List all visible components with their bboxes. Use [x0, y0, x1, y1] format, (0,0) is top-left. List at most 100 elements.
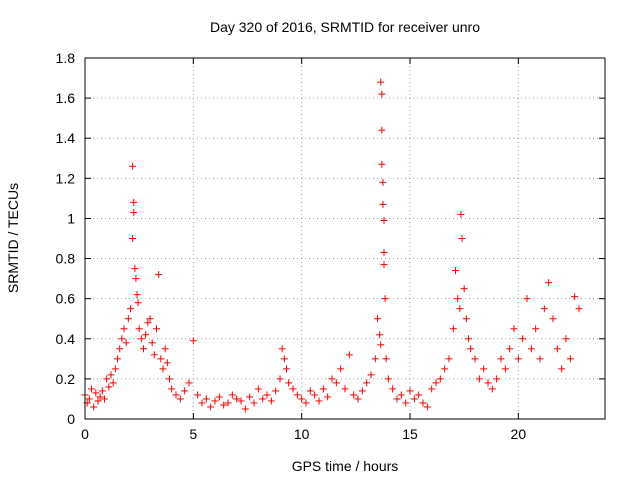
- data-point: [406, 387, 414, 395]
- data-point: [510, 325, 518, 333]
- data-point: [410, 395, 418, 403]
- axes: 0 5 10 15 20 0 0.2 0.4 0.6 0.8 1 1.2 1.4 1.6 1.8: [56, 50, 606, 442]
- data-point: [202, 395, 210, 403]
- data-point: [137, 335, 145, 343]
- data-point: [220, 401, 228, 409]
- data-point: [532, 325, 540, 333]
- data-point: [545, 279, 553, 287]
- y-tick-label: 0: [67, 411, 75, 427]
- data-point: [241, 405, 249, 413]
- data-point: [358, 387, 366, 395]
- data-point: [111, 365, 119, 373]
- data-point: [484, 379, 492, 387]
- data-point: [96, 393, 104, 401]
- data-point: [155, 271, 163, 279]
- x-tick-label: 5: [189, 426, 197, 442]
- data-point: [207, 403, 215, 411]
- data-point: [527, 345, 535, 353]
- data-point: [384, 375, 392, 383]
- data-point: [263, 391, 271, 399]
- data-point: [118, 335, 126, 343]
- data-point: [133, 291, 141, 299]
- data-point: [337, 365, 345, 373]
- data-point: [456, 305, 464, 313]
- data-point: [553, 345, 561, 353]
- data-point: [157, 355, 165, 363]
- data-point: [415, 391, 423, 399]
- data-point: [122, 339, 130, 347]
- data-point: [319, 385, 327, 393]
- data-point: [131, 265, 139, 273]
- data-point: [540, 305, 548, 313]
- data-point: [159, 365, 167, 373]
- data-point: [397, 391, 405, 399]
- data-point: [194, 391, 202, 399]
- data-point: [371, 355, 379, 363]
- data-point: [298, 395, 306, 403]
- data-point: [228, 391, 236, 399]
- data-point: [350, 391, 358, 399]
- data-point: [380, 249, 388, 257]
- grid: [85, 58, 605, 419]
- data-point: [150, 351, 158, 359]
- data-point: [381, 295, 389, 303]
- data-point: [185, 379, 193, 387]
- data-point: [134, 299, 142, 307]
- data-point: [467, 345, 475, 353]
- data-point: [132, 275, 140, 283]
- data-point: [536, 355, 544, 363]
- data-point: [293, 391, 301, 399]
- data-point: [114, 355, 121, 363]
- data-point: [120, 325, 128, 333]
- data-point: [146, 315, 154, 323]
- data-point: [176, 395, 184, 403]
- data-point: [393, 395, 401, 403]
- data-point: [377, 341, 385, 349]
- data-point: [571, 293, 579, 301]
- data-point: [130, 198, 138, 206]
- data-point: [140, 345, 147, 353]
- data-point: [107, 371, 115, 379]
- y-tick-label: 1.8: [56, 50, 76, 66]
- y-tick-label: 0.4: [56, 331, 76, 347]
- data-point: [328, 375, 336, 383]
- data-point: [566, 355, 574, 363]
- data-point: [267, 397, 275, 405]
- data-point: [575, 305, 583, 313]
- data-point: [506, 345, 514, 353]
- data-point: [144, 319, 152, 327]
- data-point: [374, 315, 381, 323]
- data-point: [454, 295, 462, 303]
- data-point: [514, 355, 522, 363]
- data-point: [306, 387, 314, 395]
- data-point: [501, 365, 509, 373]
- y-tick-label: 1.4: [56, 130, 76, 146]
- data-point: [278, 345, 286, 353]
- data-point: [465, 335, 472, 343]
- data-point: [332, 379, 340, 387]
- data-point: [497, 355, 505, 363]
- data-point: [129, 162, 137, 170]
- data-point: [92, 389, 100, 397]
- data-point: [90, 403, 98, 411]
- data-point: [376, 331, 384, 339]
- data-point: [127, 305, 134, 313]
- data-point: [280, 355, 288, 363]
- data-point: [161, 345, 169, 353]
- data-point: [172, 391, 180, 399]
- data-point: [224, 399, 232, 407]
- data-point: [419, 399, 427, 407]
- data-point: [272, 387, 280, 395]
- data-point: [379, 200, 387, 208]
- y-tick-label: 1.2: [56, 170, 76, 186]
- x-tick-label: 20: [511, 426, 527, 442]
- data-point: [98, 387, 106, 395]
- data-point: [341, 385, 349, 393]
- data-point: [363, 379, 371, 387]
- data-point: [189, 337, 197, 345]
- data-point: [109, 379, 117, 387]
- data-point: [198, 399, 206, 407]
- data-point: [379, 178, 387, 186]
